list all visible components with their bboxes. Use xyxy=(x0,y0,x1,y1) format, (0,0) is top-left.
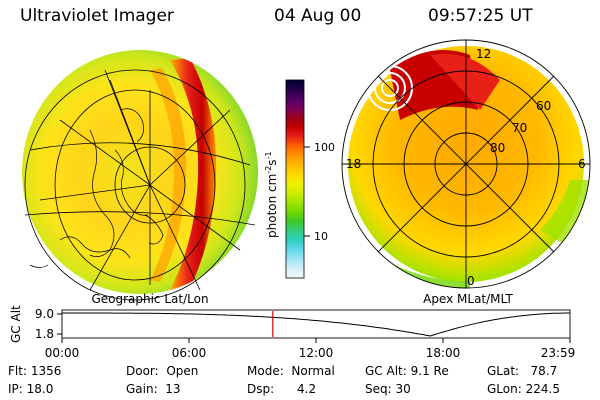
info-seq: Seq: 30 xyxy=(365,382,411,396)
coastlines xyxy=(29,108,164,268)
colorbar-tick-100: 100 xyxy=(314,141,335,154)
geographic-caption: Geographic Lat/Lon xyxy=(91,292,208,306)
info-gcalt: GC Alt: 9.1 Re xyxy=(365,364,449,378)
info-dsp: Dsp: 4.2 xyxy=(247,382,317,396)
mlt-label-06: 6 xyxy=(578,157,586,171)
geographic-image xyxy=(22,50,258,301)
mlat-label-80: 80 xyxy=(490,141,505,155)
mlt-label-18: 18 xyxy=(346,157,361,171)
alt-xtick-label: 23:59 xyxy=(541,346,576,360)
info-ip: IP: 18.0 xyxy=(8,382,54,396)
date-label: 04 Aug 00 xyxy=(274,6,362,26)
info-door: Door: Open xyxy=(126,364,199,378)
polar-image: 12 18 6 0 60 70 80 xyxy=(341,39,591,289)
mlat-label-70: 70 xyxy=(512,121,527,135)
colorbar: 100 10 photon cm-2s-1 xyxy=(264,79,335,279)
instrument-title: Ultraviolet Imager xyxy=(20,6,174,26)
polar-grid xyxy=(341,39,591,289)
info-mode: Mode: Normal xyxy=(247,364,335,378)
colorbar-unit-label: photon cm-2s-1 xyxy=(264,151,279,238)
alt-ytick-low: 1.8 xyxy=(35,327,54,341)
geographic-grid xyxy=(24,69,256,301)
alt-ylabel: GC Alt xyxy=(9,305,23,343)
alt-ytick-high: 9.0 xyxy=(35,307,54,321)
altitude-plot: 9.0 1.8 GC Alt 00:00 06:00 12:00 18:00 23:59 xyxy=(9,305,575,360)
time-label: 09:57:25 UT xyxy=(428,6,533,26)
info-glon: GLon: 224.5 xyxy=(487,382,560,396)
alt-xtick-label: 00:00 xyxy=(45,346,80,360)
info-flt: Flt: 1356 xyxy=(8,364,62,378)
mlt-label-12: 12 xyxy=(476,47,491,61)
alt-xtick-label: 06:00 xyxy=(172,346,207,360)
polar-caption: Apex MLat/MLT xyxy=(423,292,513,306)
alt-xtick-label: 18:00 xyxy=(426,346,461,360)
alt-xtick-label: 12:00 xyxy=(299,346,334,360)
info-glat: GLat: 78.7 xyxy=(487,364,558,378)
info-gain: Gain: 13 xyxy=(126,382,181,396)
altitude-curve xyxy=(62,312,570,337)
colorbar-tick-10: 10 xyxy=(314,230,328,243)
mlat-label-60: 60 xyxy=(536,99,551,113)
mlt-label-00: 0 xyxy=(467,274,475,288)
